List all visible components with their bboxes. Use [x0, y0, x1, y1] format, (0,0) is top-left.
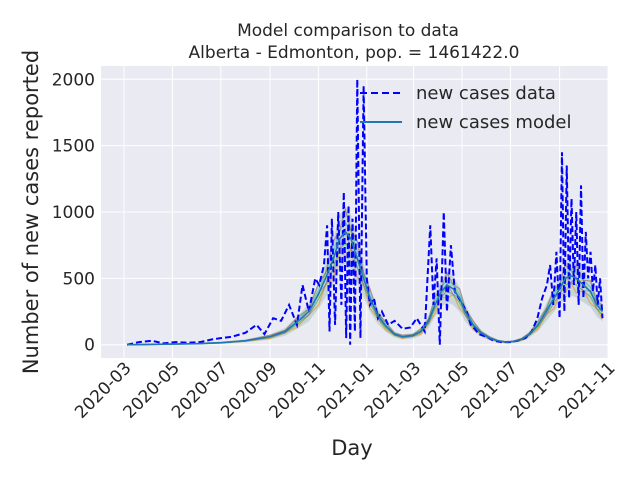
y-tick-label: 1500: [52, 137, 95, 157]
legend-label-data: new cases data: [416, 83, 556, 104]
y-tick-label: 2000: [52, 70, 95, 90]
y-axis-label: Number of new cases reported: [19, 50, 43, 374]
legend: new cases data new cases model: [360, 83, 571, 133]
x-axis-label: Day: [331, 436, 372, 460]
legend-label-model: new cases model: [416, 112, 571, 133]
series-layer: [126, 79, 604, 346]
y-tick-label: 1000: [52, 203, 95, 223]
y-tick-label: 500: [63, 269, 95, 289]
series-line-new-cases-model: [127, 230, 604, 346]
chart-title: Model comparison to data: [237, 21, 459, 41]
series-line-new-cases-data: [126, 79, 604, 346]
chart-subtitle: Alberta - Edmonton, pop. = 1461422.0: [189, 43, 520, 63]
y-tick-label: 0: [84, 336, 95, 356]
